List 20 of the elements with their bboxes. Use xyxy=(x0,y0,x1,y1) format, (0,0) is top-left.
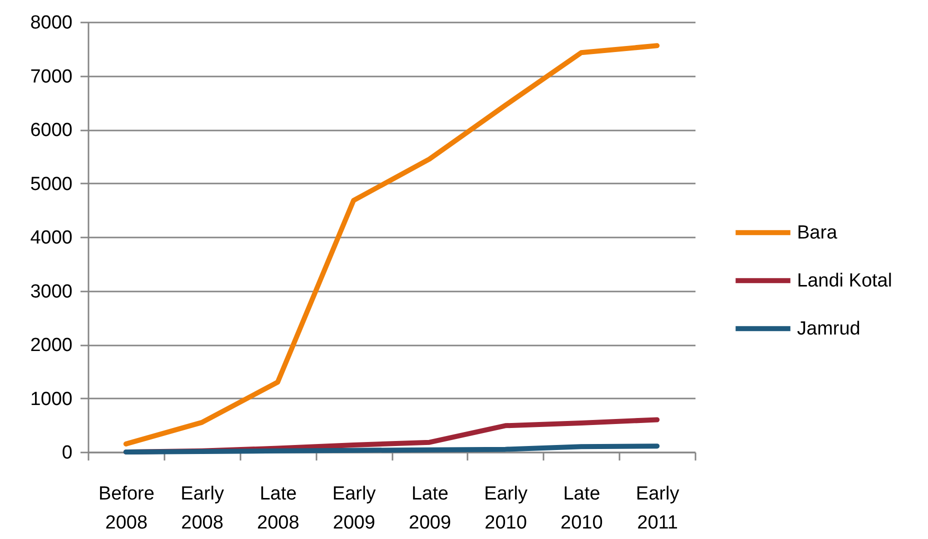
x-tick-label: Early 2010 xyxy=(484,484,528,534)
x-tick-label: Early 2011 xyxy=(636,484,680,534)
legend-label: Landi Kotal xyxy=(797,270,892,292)
y-tick-label: 1000 xyxy=(30,388,72,410)
x-tick-label: Early 2009 xyxy=(332,484,376,534)
x-tick-label: Late 2010 xyxy=(560,484,603,534)
y-tick-label: 8000 xyxy=(30,12,72,34)
y-tick-label: 5000 xyxy=(30,174,72,195)
x-tick-label: Before 2008 xyxy=(98,484,154,534)
x-tick-label: Late 2009 xyxy=(408,484,452,534)
legend-label: Jamrud xyxy=(797,318,860,340)
x-tick-label: Early 2008 xyxy=(180,484,224,534)
x-tick-label: Late 2008 xyxy=(257,484,300,534)
legend-label: Bara xyxy=(797,222,838,244)
y-tick-label: 7000 xyxy=(30,66,72,88)
y-tick-label: 0 xyxy=(62,442,72,464)
y-tick-label: 4000 xyxy=(30,228,72,248)
y-tick-label: 2000 xyxy=(30,335,72,356)
y-tick-label: 3000 xyxy=(30,281,72,302)
y-tick-label: 6000 xyxy=(30,120,72,141)
